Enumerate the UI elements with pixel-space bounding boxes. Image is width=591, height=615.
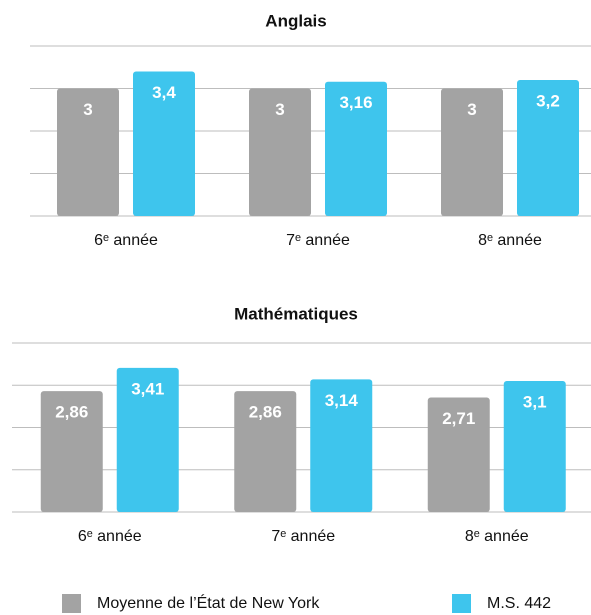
bar xyxy=(133,71,195,216)
bar xyxy=(234,391,297,512)
value-label: 3,1 xyxy=(523,393,547,412)
bar xyxy=(325,81,387,216)
value-label: 3,16 xyxy=(339,93,372,112)
value-label: 2,71 xyxy=(442,409,475,428)
chart-title: Anglais xyxy=(265,11,326,30)
bar xyxy=(40,391,103,512)
bar xyxy=(249,88,311,216)
value-label: 3,4 xyxy=(152,83,176,102)
x-tick-label: 8ᵉ année xyxy=(465,528,529,545)
x-tick-label: 8ᵉ année xyxy=(478,232,542,249)
bar xyxy=(427,397,490,512)
value-label: 2,86 xyxy=(249,403,282,422)
legend-label: Moyenne de l’État de New York xyxy=(97,593,320,612)
bar xyxy=(503,381,566,512)
bar xyxy=(116,367,179,512)
bar xyxy=(57,88,119,216)
value-label: 3,41 xyxy=(131,379,164,398)
x-tick-label: 6ᵉ année xyxy=(78,528,142,545)
chart-title: Mathématiques xyxy=(234,304,358,323)
value-label: 3,2 xyxy=(536,91,560,110)
x-tick-label: 6ᵉ année xyxy=(94,232,158,249)
legend-swatch xyxy=(62,594,81,613)
value-label: 3 xyxy=(83,100,92,119)
bar xyxy=(517,80,579,216)
legend-swatch xyxy=(452,594,471,613)
legend-label: M.S. 442 xyxy=(487,595,551,612)
x-tick-label: 7ᵉ année xyxy=(286,232,350,249)
bar xyxy=(310,379,373,512)
value-label: 3 xyxy=(467,100,476,119)
value-label: 3 xyxy=(275,100,284,119)
value-label: 2,86 xyxy=(55,403,88,422)
bar xyxy=(441,88,503,216)
x-tick-label: 7ᵉ année xyxy=(271,528,335,545)
value-label: 3,14 xyxy=(325,391,359,410)
